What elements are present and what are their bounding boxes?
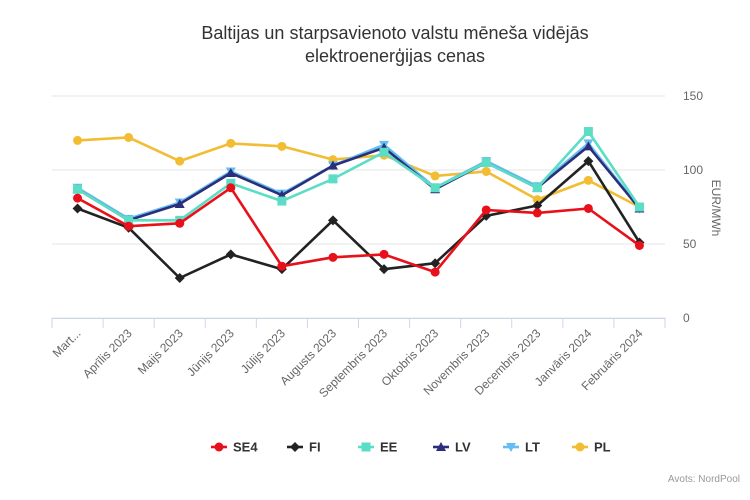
credit-text: Avots: NordPool <box>668 474 740 485</box>
grid-lines <box>52 95 665 319</box>
chart-title: Baltijas un starpsavienoto valstu mēneša… <box>201 23 588 43</box>
point-ee-janvaris-2024[interactable] <box>583 127 593 137</box>
point-pl-novembris-2023[interactable] <box>481 166 491 176</box>
point-se4-decembris-2023[interactable] <box>532 208 542 218</box>
y-tick-label: 0 <box>683 311 690 325</box>
legend-item-ee[interactable]: EE <box>358 440 398 455</box>
x-tick-label: Mart... <box>50 326 84 360</box>
legend-label: PL <box>594 440 611 455</box>
legend-label: EE <box>380 440 398 455</box>
series-se4 <box>73 183 644 277</box>
point-se4-mart[interactable] <box>73 193 83 203</box>
point-pl-maijs-2023[interactable] <box>175 156 185 166</box>
legend-label: FI <box>309 440 321 455</box>
point-se4-junijs-2023[interactable] <box>226 183 236 193</box>
point-fi-maijs-2023[interactable] <box>174 273 185 284</box>
point-ee-decembris-2023[interactable] <box>532 183 542 193</box>
point-ee-septembris-2023[interactable] <box>379 147 389 157</box>
point-fi-decembris-2023[interactable] <box>532 200 543 211</box>
point-pl-oktobris-2023[interactable] <box>430 171 440 181</box>
x-tick-label: Jūnijs 2023 <box>184 326 237 379</box>
series-line-lv <box>76 145 641 222</box>
point-lv-junijs-2023[interactable] <box>225 167 236 177</box>
y-axis-ticks: 0 50 100 150 <box>683 89 703 325</box>
point-fi-janvaris-2024[interactable] <box>583 156 594 167</box>
point-se4-augusts-2023[interactable] <box>328 252 338 262</box>
legend-symbol[interactable] <box>214 442 224 452</box>
point-ee-julijs-2023[interactable] <box>277 196 287 206</box>
legend-item-lt[interactable]: LT <box>503 440 540 455</box>
legend-item-se4[interactable]: SE4 <box>211 440 258 455</box>
series-line-se4 <box>76 186 641 274</box>
point-ee-augusts-2023[interactable] <box>328 174 338 184</box>
y-tick-label: 50 <box>683 237 697 251</box>
series-line-ee <box>76 130 641 222</box>
legend-item-fi[interactable]: FI <box>287 440 321 455</box>
point-pl-janvaris-2024[interactable] <box>583 175 593 185</box>
series-line-lt <box>76 142 641 221</box>
point-fi-septembris-2023[interactable] <box>379 264 390 275</box>
legend-label: LT <box>525 440 540 455</box>
point-pl-junijs-2023[interactable] <box>226 138 236 148</box>
point-se4-aprilis-2023[interactable] <box>124 221 134 231</box>
legend-symbol[interactable] <box>436 442 446 451</box>
point-se4-maijs-2023[interactable] <box>175 218 185 228</box>
point-ee-oktobris-2023[interactable] <box>430 183 440 193</box>
x-tick-label: Jūlijs 2023 <box>238 326 288 376</box>
point-lv-maijs-2023[interactable] <box>174 199 185 209</box>
point-se4-julijs-2023[interactable] <box>277 261 287 271</box>
point-ee-aprilis-2023[interactable] <box>124 215 134 225</box>
point-fi-augusts-2023[interactable] <box>327 215 338 226</box>
x-tick-label: Maijs 2023 <box>135 326 186 377</box>
point-ee-novembris-2023[interactable] <box>481 158 491 168</box>
y-tick-label: 150 <box>683 89 703 103</box>
y-tick-label: 100 <box>683 163 703 177</box>
series-fi <box>72 156 645 284</box>
point-fi-junijs-2023[interactable] <box>225 249 236 260</box>
point-fi-oktobris-2023[interactable] <box>430 258 441 269</box>
legend-item-lv[interactable]: LV <box>433 440 471 455</box>
series-line-fi <box>77 159 641 280</box>
point-ee-februaris-2024[interactable] <box>634 202 644 212</box>
legend-symbol[interactable] <box>506 443 516 452</box>
legend-label: SE4 <box>233 440 258 455</box>
point-se4-septembris-2023[interactable] <box>379 249 389 259</box>
series-group <box>72 127 645 284</box>
point-ee-mart[interactable] <box>73 184 83 194</box>
point-fi-mart[interactable] <box>72 203 83 214</box>
x-tick-label: Aprīlis 2023 <box>80 326 135 381</box>
point-se4-janvaris-2024[interactable] <box>583 203 593 213</box>
legend-label: LV <box>455 440 471 455</box>
legend-symbol[interactable] <box>290 442 300 452</box>
point-se4-oktobris-2023[interactable] <box>430 267 440 277</box>
x-axis <box>51 318 666 328</box>
legend-item-pl[interactable]: PL <box>572 440 611 455</box>
legend-symbol[interactable] <box>361 442 371 452</box>
legend-symbol[interactable] <box>575 442 585 452</box>
point-se4-februaris-2024[interactable] <box>634 240 644 250</box>
chart-title-line2: elektroenerģijas cenas <box>305 46 485 66</box>
point-pl-julijs-2023[interactable] <box>277 141 287 151</box>
point-lv-janvaris-2024[interactable] <box>583 141 594 151</box>
y-axis-title: EUR/MWh <box>709 180 723 237</box>
point-pl-mart[interactable] <box>73 135 83 145</box>
point-se4-novembris-2023[interactable] <box>481 205 491 215</box>
legend[interactable]: SE4 FI EE LV LT PL <box>211 440 611 455</box>
point-pl-aprilis-2023[interactable] <box>124 132 134 142</box>
point-lv-augusts-2023[interactable] <box>327 160 338 170</box>
